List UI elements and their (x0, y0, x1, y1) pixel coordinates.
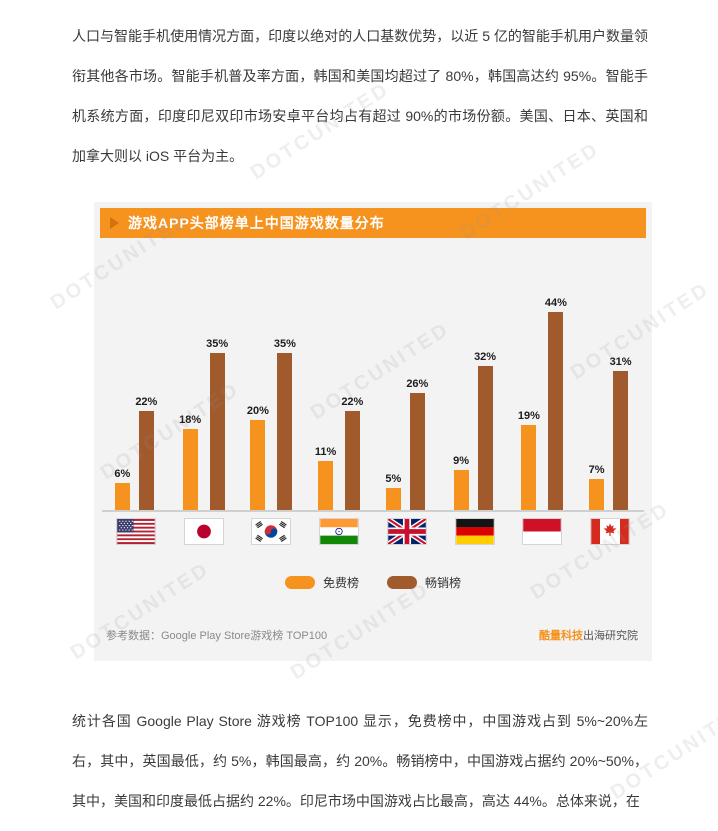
bar-value-label: 18% (179, 414, 202, 426)
bar-wrap: 35% (273, 337, 296, 510)
grossing-chart-bar-ca (613, 370, 629, 510)
flag-gb-icon (387, 519, 426, 544)
bar-value-label: 31% (609, 355, 632, 368)
bar-group-id: 19% 44% (508, 294, 577, 544)
source-row: 参考数据：Google Play Store游戏榜 TOP100 酷量科技出海研… (100, 627, 646, 643)
bar-value-label: 5% (385, 472, 402, 485)
free-chart-bar-us (114, 483, 130, 510)
bar-value-label: 22% (135, 396, 158, 408)
bar-value-label: 20% (246, 405, 269, 417)
flag-in-icon (320, 519, 359, 544)
bar-group-ca: 7% 31% (576, 294, 644, 544)
grossing-chart-bar-us (138, 411, 154, 510)
flag-de-icon (455, 519, 494, 544)
bar-value-label: 26% (406, 378, 429, 390)
grossing-chart-bar-id (548, 312, 564, 510)
bar-value-label: 35% (206, 337, 229, 350)
bar-wrap: 31% (609, 355, 632, 510)
credit: 酷量科技出海研究院 (539, 627, 638, 643)
bar-wrap: 5% (385, 472, 402, 510)
bar-pair: 11% 22% (305, 294, 373, 512)
free-chart-bar-kr (250, 420, 266, 510)
bar-group-kr: 20% 35% (237, 294, 306, 544)
free-chart-bar-id (521, 424, 537, 510)
grossing-chart-bar-gb (409, 393, 425, 510)
bar-group-us: 6% 22% (102, 294, 170, 544)
bar-value-label: 35% (273, 337, 296, 350)
bar-wrap: 11% (314, 445, 337, 510)
bar-wrap: 35% (206, 337, 229, 510)
bar-value-label: 22% (341, 396, 364, 408)
bar-wrap: 6% (114, 468, 130, 510)
top-paragraph: 人口与智能手机使用情况方面，印度以绝对的人口基数优势，以近 5 亿的智能手机用户… (72, 28, 648, 164)
legend-label: 畅销榜 (425, 576, 462, 590)
legend-marker (387, 576, 417, 589)
free-chart-bar-de (453, 469, 469, 510)
flag-jp-icon (184, 519, 223, 544)
bar-value-label: 7% (588, 463, 605, 476)
play-arrow-icon (110, 217, 119, 229)
bar-pair: 5% 26% (373, 294, 441, 512)
bar-wrap: 7% (588, 463, 605, 510)
grossing-chart-bar-de (477, 366, 493, 510)
grossing-chart-bar-kr (277, 352, 293, 510)
bar-pair: 6% 22% (102, 294, 170, 512)
grossing-chart-bar-in (344, 411, 360, 510)
bar-group-jp: 18% 35% (169, 294, 238, 544)
flag-us-icon (116, 519, 155, 544)
bar-value-label: 6% (114, 468, 131, 480)
legend-item-grossing-chart: 畅销榜 (387, 574, 461, 591)
chart-legend: 免费榜 畅销榜 (100, 574, 646, 591)
bar-pair: 7% 31% (576, 294, 644, 512)
bar-pair: 19% 44% (508, 294, 577, 512)
bar-wrap: 32% (474, 351, 496, 510)
bar-wrap: 19% (517, 409, 540, 510)
flag-id-icon (523, 519, 562, 544)
bar-wrap: 9% (453, 454, 470, 510)
bar-wrap: 20% (247, 405, 269, 510)
chart-plot: 6% 22% 18% 35% 20% 35% 11% 22% 5% 26% 9% 32% 19% 44% 7… (100, 294, 646, 544)
bar-group-in: 11% 22% (305, 294, 373, 544)
bar-pair: 20% 35% (237, 294, 306, 512)
chart-title: 游戏APP头部榜单上中国游戏数量分布 (128, 215, 385, 231)
bar-value-label: 9% (453, 454, 470, 467)
flag-ca-icon (591, 519, 630, 544)
bar-wrap: 22% (135, 396, 157, 510)
bar-wrap: 18% (179, 414, 201, 510)
bar-wrap: 26% (406, 378, 428, 510)
bar-pair: 9% 32% (440, 294, 509, 512)
bar-group-de: 9% 32% (440, 294, 509, 544)
credit-brand: 酷量科技 (539, 630, 583, 642)
credit-rest: 出海研究院 (583, 630, 638, 642)
bar-wrap: 22% (341, 396, 363, 510)
bottom-paragraph: 统计各国 Google Play Store 游戏榜 TOP100 显示，免费榜… (72, 713, 648, 809)
bar-value-label: 19% (517, 409, 540, 422)
free-chart-bar-jp (182, 429, 198, 510)
free-chart-bar-ca (589, 478, 605, 510)
data-source-note: 参考数据：Google Play Store游戏榜 TOP100 (106, 630, 328, 642)
chart-title-banner: 游戏APP头部榜单上中国游戏数量分布 (100, 208, 646, 238)
bar-value-label: 32% (474, 351, 497, 363)
free-chart-bar-in (318, 460, 334, 510)
flag-kr-icon (252, 519, 291, 544)
grossing-chart-bar-jp (209, 352, 225, 510)
legend-item-free-chart: 免费榜 (284, 574, 359, 591)
bar-group-gb: 5% 26% (373, 294, 441, 544)
bar-wrap: 44% (545, 297, 567, 510)
bar-value-label: 11% (314, 445, 337, 458)
legend-label: 免费榜 (322, 576, 359, 590)
legend-marker (284, 576, 315, 589)
bar-pair: 18% 35% (169, 294, 238, 512)
bar-value-label: 44% (544, 297, 567, 309)
free-chart-bar-gb (385, 487, 401, 510)
chart-card: 游戏APP头部榜单上中国游戏数量分布 6% 22% 18% 35% 20% 35% 11% 2… (94, 202, 652, 661)
